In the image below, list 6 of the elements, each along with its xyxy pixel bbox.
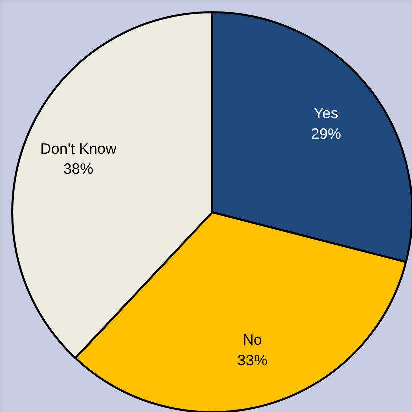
data-label: 29% xyxy=(311,126,342,143)
slice-label: Yes xyxy=(314,106,339,123)
slice-label: Don't Know xyxy=(40,140,117,158)
data-label: 38% xyxy=(64,161,94,178)
slice-label: No xyxy=(243,332,262,350)
data-label: 33% xyxy=(238,352,268,370)
